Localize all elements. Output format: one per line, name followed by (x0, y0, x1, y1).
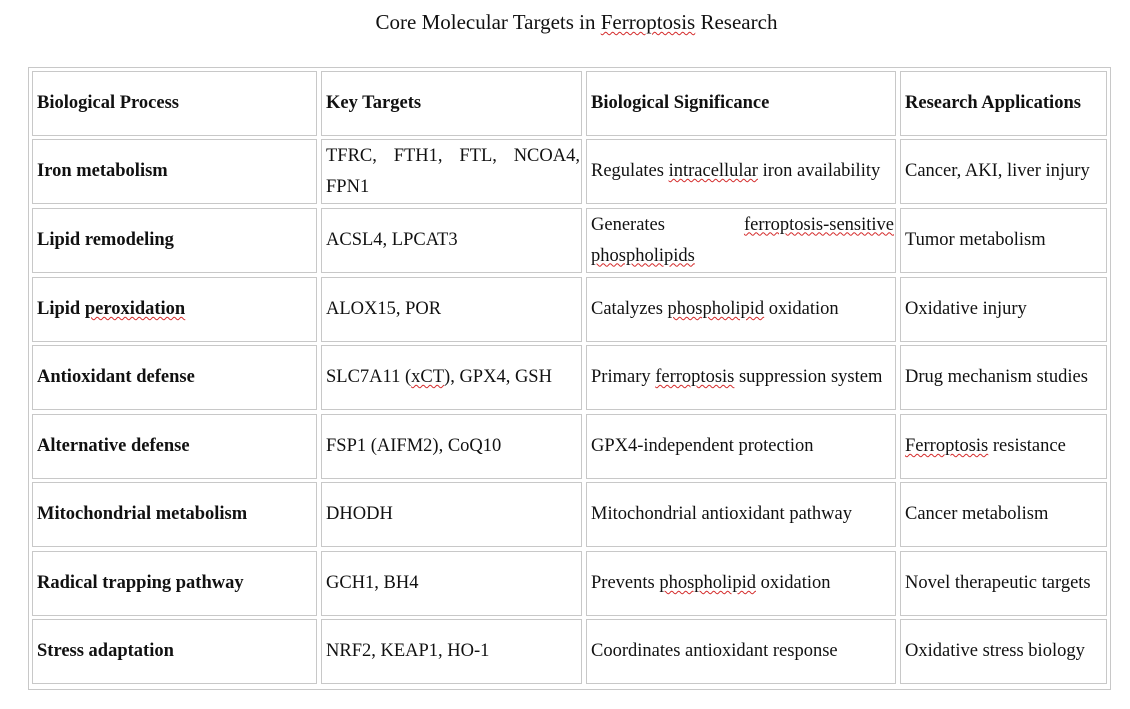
cell-process: Iron metabolism (32, 139, 317, 204)
cell-targets: ACSL4, LPCAT3 (321, 208, 582, 273)
header-targets: Key Targets (321, 71, 582, 136)
cell-process-text: Antioxidant defense (37, 367, 195, 387)
cell-targets: NRF2, KEAP1, HO-1 (321, 619, 582, 684)
spellcheck-flagged-word: phospholipid (667, 299, 765, 319)
cell-process: Stress adaptation (32, 619, 317, 684)
cell-targets-text: TFRC, FTH1, FTL, NCOA4, FPN1 (326, 145, 580, 197)
cell-process-text: Radical trapping pathway (37, 573, 244, 593)
cell-significance-text: Catalyzes phospholipid oxidation (591, 299, 839, 319)
header-applications-text: Research Applications (905, 93, 1081, 113)
cell-applications-text: Drug mechanism studies (905, 367, 1088, 387)
cell-targets-text: GCH1, BH4 (326, 573, 419, 593)
header-significance: Biological Significance (586, 71, 896, 136)
header-applications: Research Applications (900, 71, 1107, 136)
spellcheck-flagged-word: ferroptosis (655, 367, 735, 387)
cell-significance-text: Primary ferroptosis suppression system (591, 367, 883, 387)
cell-applications-text: Oxidative injury (905, 299, 1027, 319)
cell-process-text: Iron metabolism (37, 161, 168, 181)
cell-process-text: Lipid peroxidation (37, 299, 186, 319)
cell-significance: Catalyzes phospholipid oxidation (586, 277, 896, 342)
cell-significance: Primary ferroptosis suppression system (586, 345, 896, 410)
cell-applications: Cancer metabolism (900, 482, 1107, 547)
spellcheck-flagged-word: Ferroptosis (905, 436, 989, 456)
cell-significance: Coordinates antioxidant response (586, 619, 896, 684)
cell-process: Lipid peroxidation (32, 277, 317, 342)
document-title: Core Molecular Targets in Ferroptosis Re… (375, 10, 778, 34)
cell-significance-text: Generates ferroptosis-sensitive phosphol… (591, 214, 894, 266)
cell-process: Alternative defense (32, 414, 317, 479)
cell-targets-text: SLC7A11 (xCT), GPX4, GSH (326, 367, 552, 387)
cell-significance-text: Regulates intracellular iron availabilit… (591, 161, 881, 181)
header-process-text: Biological Process (37, 93, 179, 113)
cell-significance: Regulates intracellular iron availabilit… (586, 139, 896, 204)
cell-targets-text: FSP1 (AIFM2), CoQ10 (326, 436, 502, 456)
cell-applications-text: Oxidative stress biology (905, 641, 1085, 661)
cell-process-text: Lipid remodeling (37, 230, 174, 250)
cell-process-text: Alternative defense (37, 436, 190, 456)
header-significance-text: Biological Significance (591, 93, 770, 113)
cell-process-text: Stress adaptation (37, 641, 174, 661)
cell-applications: Cancer, AKI, liver injury (900, 139, 1107, 204)
cell-significance-text: Mitochondrial antioxidant pathway (591, 504, 852, 524)
cell-targets-text: DHODH (326, 504, 393, 524)
spellcheck-flagged-word: peroxidation (84, 299, 186, 319)
header-process: Biological Process (32, 71, 317, 136)
cell-applications-text: Tumor metabolism (905, 230, 1046, 250)
cell-targets: ALOX15, POR (321, 277, 582, 342)
cell-process-text: Mitochondrial metabolism (37, 504, 248, 524)
targets-table: Biological Process Key Targets Biological … (28, 67, 1111, 690)
cell-significance-text: Coordinates antioxidant response (591, 641, 838, 661)
spellcheck-flagged-word: xCT (411, 367, 445, 387)
cell-applications-text: Ferroptosis resistance (905, 436, 1066, 456)
spellcheck-flagged-word: Ferroptosis (600, 10, 696, 34)
spellcheck-flagged-word: phospholipids (591, 245, 695, 266)
cell-targets: TFRC, FTH1, FTL, NCOA4, FPN1 (321, 139, 582, 204)
cell-applications-text: Cancer metabolism (905, 504, 1049, 524)
cell-applications-text: Novel therapeutic targets (905, 573, 1091, 593)
cell-targets-text: NRF2, KEAP1, HO-1 (326, 641, 490, 661)
spellcheck-flagged-word: ferroptosis-sensitive (743, 214, 894, 235)
cell-process: Mitochondrial metabolism (32, 482, 317, 547)
cell-applications: Novel therapeutic targets (900, 551, 1107, 616)
cell-applications-text: Cancer, AKI, liver injury (905, 161, 1090, 181)
cell-targets: SLC7A11 (xCT), GPX4, GSH (321, 345, 582, 410)
cell-significance-text: Prevents phospholipid oxidation (591, 573, 831, 593)
cell-significance: Generates ferroptosis-sensitive phosphol… (586, 208, 896, 273)
cell-applications: Tumor metabolism (900, 208, 1107, 273)
cell-targets: DHODH (321, 482, 582, 547)
cell-significance: GPX4-independent protection (586, 414, 896, 479)
cell-significance: Mitochondrial antioxidant pathway (586, 482, 896, 547)
spellcheck-flagged-word: intracellular (668, 161, 758, 181)
spellcheck-flagged-word: phospholipid (659, 573, 756, 593)
cell-significance-text: GPX4-independent protection (591, 436, 814, 456)
cell-applications: Oxidative injury (900, 277, 1107, 342)
cell-targets-text: ACSL4, LPCAT3 (326, 230, 458, 250)
cell-significance: Prevents phospholipid oxidation (586, 551, 896, 616)
cell-targets: FSP1 (AIFM2), CoQ10 (321, 414, 582, 479)
cell-process: Lipid remodeling (32, 208, 317, 273)
cell-applications: Ferroptosis resistance (900, 414, 1107, 479)
header-targets-text: Key Targets (326, 93, 422, 113)
cell-applications: Oxidative stress biology (900, 619, 1107, 684)
cell-targets: GCH1, BH4 (321, 551, 582, 616)
cell-process: Radical trapping pathway (32, 551, 317, 616)
cell-targets-text: ALOX15, POR (326, 299, 442, 319)
cell-process: Antioxidant defense (32, 345, 317, 410)
cell-applications: Drug mechanism studies (900, 345, 1107, 410)
